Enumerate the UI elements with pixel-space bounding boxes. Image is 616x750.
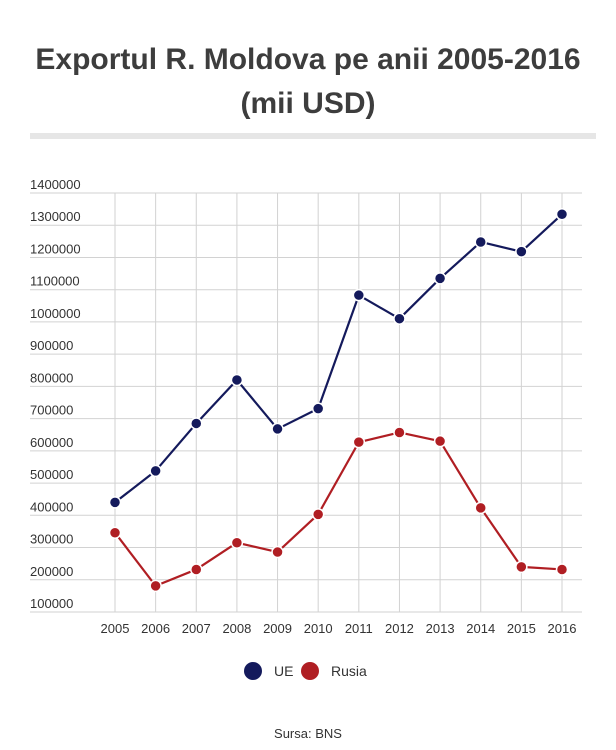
- y-axis-ticks: 1400000 1300000 1200000 1100000 1000000 90000…: [30, 177, 81, 611]
- data-point-ue: [230, 373, 244, 387]
- y-tick-label: 1300000: [30, 209, 81, 224]
- y-tick-label: 900000: [30, 338, 73, 353]
- data-point-rusia: [433, 434, 447, 448]
- source-note: Sursa: BNS: [274, 726, 342, 741]
- y-tick-label: 600000: [30, 435, 73, 450]
- data-point-ue: [515, 245, 528, 258]
- chart-series: [108, 208, 569, 593]
- chart-title: Exportul R. Moldova pe anii 2005-2016 (m…: [0, 38, 616, 126]
- data-point-ue: [352, 288, 366, 302]
- y-tick-label: 1000000: [30, 306, 81, 321]
- x-tick-label: 2016: [548, 621, 577, 636]
- x-tick-label: 2013: [426, 621, 455, 636]
- x-tick-label: 2006: [141, 621, 170, 636]
- data-point-rusia: [393, 426, 406, 439]
- data-point-ue: [311, 402, 325, 415]
- x-tick-label: 2009: [263, 621, 292, 636]
- x-tick-label: 2008: [222, 621, 251, 636]
- data-point-rusia: [311, 508, 325, 521]
- chart-title-line2: (mii USD): [240, 87, 376, 120]
- series-line-rusia: [114, 431, 563, 587]
- chart-grid: [30, 192, 582, 613]
- chart-legend: UE Rusia: [0, 662, 616, 686]
- y-tick-label: 800000: [30, 370, 73, 385]
- x-tick-label: 2012: [385, 621, 414, 636]
- x-tick-label: 2015: [507, 621, 536, 636]
- data-point-rusia: [271, 545, 284, 559]
- data-point-rusia: [190, 563, 203, 576]
- data-point-ue: [433, 272, 447, 285]
- y-tick-label: 700000: [30, 403, 73, 418]
- data-point-ue: [108, 496, 122, 509]
- legend-label: UE: [274, 663, 294, 679]
- x-axis-ticks: 2005 2006 2007 2008 2009 2010 2011 2012 2013 2014…: [101, 621, 577, 636]
- x-tick-label: 2011: [345, 621, 373, 636]
- data-point-rusia: [555, 563, 569, 576]
- y-tick-label: 500000: [30, 467, 73, 482]
- y-tick-label: 400000: [30, 499, 73, 514]
- chart-title-line1: Exportul R. Moldova pe anii 2005-2016: [35, 43, 581, 76]
- data-point-ue: [393, 312, 406, 325]
- legend-item-ue: UE: [244, 662, 293, 680]
- x-tick-label: 2007: [182, 621, 211, 636]
- data-point-rusia: [352, 435, 366, 449]
- data-point-ue: [474, 235, 487, 249]
- data-point-ue: [190, 417, 203, 430]
- x-tick-label: 2014: [466, 621, 495, 636]
- legend-swatch: [244, 662, 262, 680]
- y-tick-label: 300000: [30, 532, 73, 547]
- data-point-ue: [555, 208, 569, 221]
- legend-swatch: [301, 662, 319, 680]
- x-tick-label: 2005: [101, 621, 130, 636]
- legend-label: Rusia: [331, 663, 367, 679]
- y-tick-label: 200000: [30, 564, 73, 579]
- data-point-rusia: [474, 501, 487, 515]
- data-point-rusia: [230, 536, 244, 549]
- title-divider: [30, 133, 596, 139]
- data-point-rusia: [515, 560, 528, 574]
- y-tick-label: 1400000: [30, 177, 81, 192]
- data-point-rusia: [108, 526, 122, 539]
- y-tick-label: 100000: [30, 596, 73, 611]
- data-point-rusia: [149, 579, 162, 593]
- data-point-ue: [149, 464, 162, 478]
- y-tick-label: 1100000: [30, 274, 80, 289]
- series-line-ue: [114, 213, 563, 504]
- legend-item-rusia: Rusia: [301, 662, 367, 680]
- x-tick-label: 2010: [304, 621, 333, 636]
- y-tick-label: 1200000: [30, 241, 81, 256]
- data-point-ue: [271, 422, 284, 436]
